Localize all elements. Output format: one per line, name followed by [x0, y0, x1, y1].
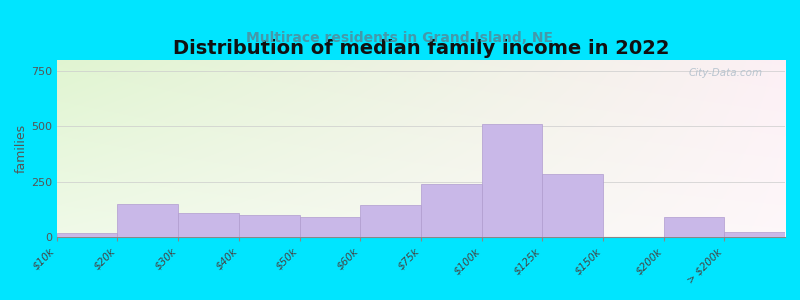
Bar — [118, 204, 178, 237]
Text: City-Data.com: City-Data.com — [689, 68, 763, 78]
Bar — [664, 218, 724, 237]
Bar — [542, 174, 603, 237]
Bar — [482, 124, 542, 237]
Bar — [178, 213, 239, 237]
Title: Distribution of median family income in 2022: Distribution of median family income in … — [173, 39, 669, 58]
Bar — [360, 205, 421, 237]
Bar — [421, 184, 482, 237]
Text: Multirace residents in Grand Island, NE: Multirace residents in Grand Island, NE — [246, 32, 554, 46]
Y-axis label: families: families — [15, 124, 28, 173]
Bar — [239, 215, 299, 237]
Bar — [57, 233, 118, 237]
Bar — [724, 232, 785, 237]
Bar — [299, 218, 360, 237]
